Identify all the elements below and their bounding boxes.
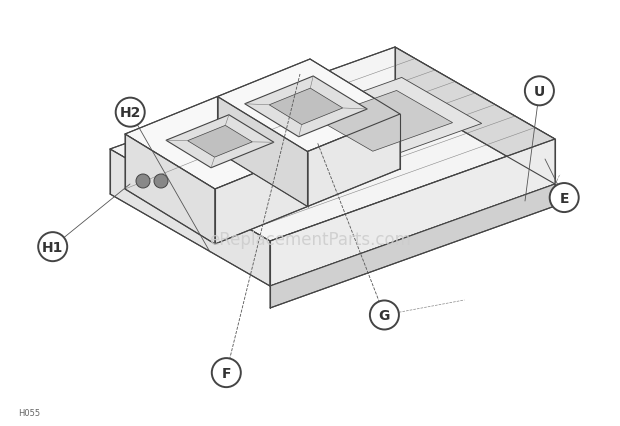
- Circle shape: [212, 358, 241, 387]
- Polygon shape: [245, 77, 367, 138]
- Circle shape: [370, 301, 399, 330]
- Text: H2: H2: [120, 106, 141, 120]
- Polygon shape: [288, 78, 482, 165]
- Text: H055: H055: [18, 408, 40, 417]
- Circle shape: [525, 77, 554, 106]
- Circle shape: [550, 184, 578, 213]
- Polygon shape: [188, 126, 252, 158]
- Text: G: G: [379, 308, 390, 322]
- Circle shape: [38, 233, 67, 262]
- Polygon shape: [270, 140, 555, 286]
- Polygon shape: [166, 115, 274, 168]
- Text: eReplacementParts.com: eReplacementParts.com: [209, 230, 411, 248]
- Text: U: U: [534, 85, 545, 98]
- Polygon shape: [110, 48, 555, 242]
- Circle shape: [154, 175, 168, 189]
- Polygon shape: [215, 115, 400, 245]
- Text: E: E: [559, 191, 569, 205]
- Polygon shape: [270, 184, 555, 308]
- Polygon shape: [125, 60, 400, 190]
- Polygon shape: [317, 91, 453, 152]
- Circle shape: [116, 98, 144, 127]
- Text: H1: H1: [42, 240, 63, 254]
- Polygon shape: [395, 48, 555, 184]
- Circle shape: [136, 175, 150, 189]
- Polygon shape: [269, 89, 343, 125]
- Polygon shape: [218, 97, 308, 207]
- Text: F: F: [221, 366, 231, 380]
- Polygon shape: [125, 135, 215, 245]
- Polygon shape: [110, 150, 270, 286]
